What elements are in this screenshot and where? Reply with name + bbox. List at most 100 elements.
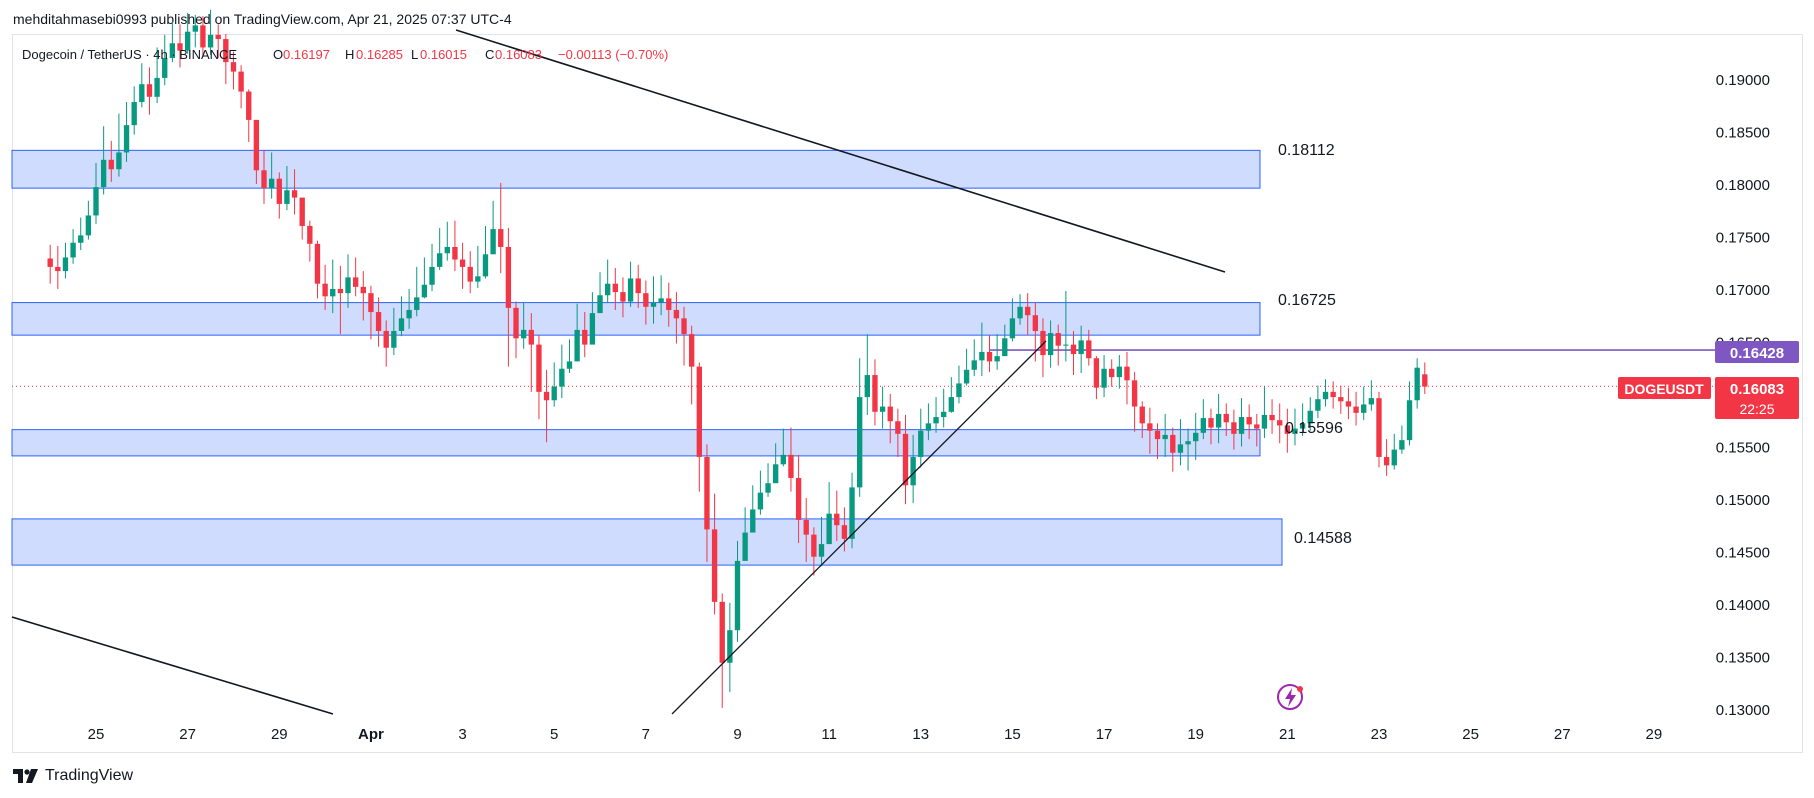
candle [551, 362, 557, 407]
candle [475, 245, 481, 288]
candle [1185, 428, 1191, 471]
x-tick-label: 29 [271, 726, 288, 743]
legend-low-value: 0.16015 [420, 47, 467, 62]
y-tick-label: 0.13000 [1716, 702, 1770, 719]
candle [902, 414, 909, 505]
level-price-value: 0.16428 [1730, 345, 1784, 362]
candle [414, 266, 420, 317]
sr-zone[interactable] [11, 302, 1261, 336]
candle [711, 493, 718, 615]
y-tick-label: 0.13500 [1716, 650, 1770, 667]
ascending-trendline[interactable] [671, 340, 1047, 715]
candle [154, 47, 160, 104]
candle [314, 240, 321, 299]
candle [1223, 403, 1229, 436]
candle [627, 261, 634, 307]
sr-zone[interactable] [11, 149, 1261, 189]
candle [864, 334, 870, 415]
x-tick-label: 25 [1462, 726, 1479, 743]
sr-zone[interactable] [11, 518, 1283, 566]
candle [803, 497, 809, 562]
candle [986, 335, 993, 372]
candle [1193, 412, 1199, 461]
candle [956, 365, 962, 404]
candle [643, 280, 649, 325]
candle [139, 63, 145, 108]
y-tick-label: 0.15000 [1716, 492, 1770, 509]
candle [719, 593, 725, 708]
candle [1277, 403, 1283, 444]
candle [398, 296, 405, 337]
candle [238, 65, 244, 109]
candle [383, 320, 389, 367]
candle [1170, 427, 1176, 472]
candle [1246, 404, 1252, 440]
candle [818, 516, 825, 567]
candle [658, 275, 664, 316]
candle [223, 33, 229, 85]
candle [1047, 320, 1054, 368]
candle [1345, 387, 1352, 420]
candle [1322, 379, 1329, 407]
candle [261, 150, 267, 204]
candle [123, 102, 130, 162]
candle [1101, 355, 1107, 398]
candle [887, 393, 893, 444]
candle [192, 14, 198, 48]
candle [1109, 359, 1115, 387]
x-tick-label: 5 [550, 726, 558, 743]
candle [841, 507, 848, 552]
candle [1040, 318, 1046, 378]
candle [1330, 381, 1336, 409]
candle [566, 339, 573, 373]
candle [742, 507, 748, 561]
level-price-tag: 0.16428 [1715, 341, 1799, 363]
candle [284, 166, 290, 211]
candle [360, 271, 366, 321]
candle [459, 242, 466, 289]
candle [62, 242, 69, 279]
candle [1055, 324, 1061, 366]
x-tick-label: 15 [1004, 726, 1021, 743]
candle [857, 358, 863, 497]
candle [650, 276, 657, 324]
y-tick-label: 0.14500 [1716, 545, 1770, 562]
candle [612, 267, 618, 310]
descending-trendline-upper[interactable] [455, 29, 1226, 273]
descending-trendline-lower[interactable] [11, 616, 334, 715]
candle [1086, 329, 1092, 366]
x-tick-label: 7 [642, 726, 650, 743]
candle [1200, 399, 1207, 440]
bar-countdown: 22:25 [1739, 401, 1774, 417]
zone-price-label: 0.18112 [1278, 142, 1335, 159]
candle [1361, 386, 1367, 421]
y-tick-label: 0.15500 [1716, 440, 1770, 457]
sr-zone[interactable] [11, 429, 1261, 457]
candle [933, 397, 939, 433]
x-tick-label: 23 [1371, 726, 1388, 743]
candle [490, 200, 496, 255]
candle [948, 377, 954, 413]
candle [146, 67, 153, 115]
candle [276, 172, 282, 219]
y-tick-label: 0.18000 [1716, 177, 1770, 194]
last-price-tag: DOGEUSDT 0.16083 22:25 [1618, 377, 1799, 419]
candle [467, 251, 473, 294]
candle [337, 265, 344, 335]
candle [750, 485, 756, 533]
y-tick-label: 0.18500 [1716, 125, 1770, 142]
legend-open-label: O [273, 47, 283, 62]
lightning-icon[interactable] [1277, 684, 1303, 710]
candle [734, 540, 741, 642]
legend-close-label: C [485, 47, 494, 62]
candle [757, 470, 764, 515]
candle [1154, 423, 1161, 460]
candle [444, 221, 450, 261]
candle [169, 21, 176, 63]
candle [1131, 371, 1138, 432]
candle [268, 152, 275, 199]
candle [1177, 419, 1184, 466]
candle [1414, 358, 1420, 409]
candle [1299, 403, 1306, 436]
